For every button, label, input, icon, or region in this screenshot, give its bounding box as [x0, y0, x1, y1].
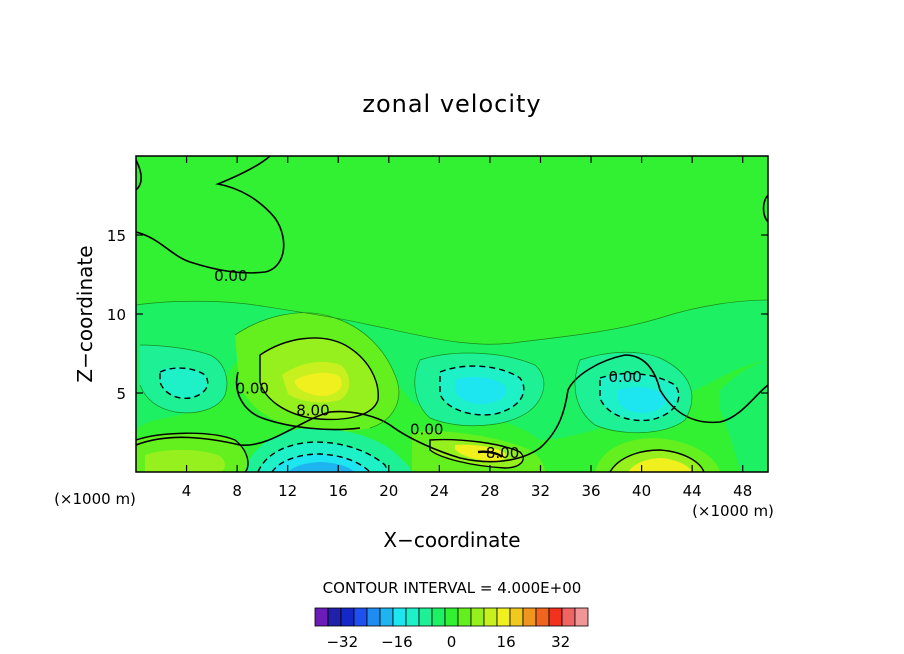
colorbar-tick-label: 32	[551, 633, 570, 651]
x-unit-left: (×1000 m)	[54, 490, 136, 508]
y-axis: 5 10 15	[107, 227, 768, 403]
right-edge-negative	[720, 360, 768, 472]
zero-contour-right	[762, 194, 768, 223]
right-negative-core	[618, 386, 666, 413]
y-tick-label: 15	[107, 227, 126, 245]
contour-label: 8.00	[296, 401, 329, 419]
colorbar-tick-labels: −32 −16 0 16 32	[326, 633, 570, 651]
contour-label: 0.00	[214, 267, 247, 285]
y-tick-label: 5	[116, 385, 126, 403]
x-tick-label: 36	[581, 482, 600, 500]
mid-negative-core	[455, 376, 507, 405]
x-axis-label: X−coordinate	[383, 528, 520, 552]
colorbar-tick-label: 0	[447, 633, 457, 651]
colorbar-swatch	[574, 607, 589, 627]
colorbar-swatch	[470, 607, 485, 627]
x-tick-label: 20	[379, 482, 398, 500]
colorbar-tick-label: −32	[326, 633, 358, 651]
x-tick-label: 16	[329, 482, 348, 500]
bottom-negative-peak	[288, 462, 354, 472]
x-tick-label: 8	[232, 482, 242, 500]
pos-contour-bottom-right	[609, 449, 705, 472]
x-tick-label: 28	[480, 482, 499, 500]
neg-contour-bottom	[257, 441, 389, 472]
contour-field	[136, 156, 768, 472]
thin-contour-right	[574, 351, 693, 433]
contour-label: 0.00	[236, 379, 269, 397]
chart-title: zonal velocity	[362, 90, 541, 118]
x-tick-label: 12	[278, 482, 297, 500]
zero-contours	[136, 156, 768, 463]
colorbar-swatch	[392, 607, 407, 627]
pos-contour-bottom-left	[136, 432, 249, 472]
colorbar-swatch	[340, 607, 355, 627]
x-tick-label: 4	[182, 482, 192, 500]
low-left-negative-core	[160, 367, 208, 399]
neg-contour-mid	[439, 365, 525, 416]
neg-contour-left	[159, 367, 209, 399]
colorbar-swatch	[496, 607, 511, 627]
contour-labels: 0.00 0.00 8.00 0.00 8.00 0.00	[214, 267, 642, 462]
colorbar-swatch	[535, 607, 550, 627]
bottom-left-positive-core	[145, 449, 225, 472]
contour-interval-label: CONTOUR INTERVAL = 4.000E+00	[323, 579, 582, 597]
colorbar-swatch	[483, 607, 498, 627]
colorbar-swatch	[444, 607, 459, 627]
colorbar-swatch	[561, 607, 576, 627]
x-tick-label: 24	[430, 482, 449, 500]
contour-label: 0.00	[410, 420, 443, 438]
x-tick-label: 48	[733, 482, 752, 500]
colorbar-swatch	[353, 607, 368, 627]
colorbar-swatch	[366, 607, 381, 627]
colorbar	[314, 607, 589, 627]
bottom-right-positive-peak	[628, 458, 692, 472]
pos-contour-bottom-mid	[429, 438, 524, 469]
colorbar-swatch	[457, 607, 472, 627]
colorbar-swatch	[548, 607, 563, 627]
zero-contour-mid	[136, 354, 768, 463]
thin-contour-mid	[414, 352, 545, 427]
neg-contour-bottom-inner	[271, 453, 371, 472]
colorbar-swatch	[522, 607, 537, 627]
zero-contour-upper	[136, 156, 285, 274]
x-tick-label: 40	[632, 482, 651, 500]
colorbar-swatch	[431, 607, 446, 627]
x-unit-right: (×1000 m)	[692, 502, 774, 520]
y-tick-label: 10	[107, 306, 126, 324]
x-axis: 4 8 12 16 20 24 28 32 36 40 44 48	[182, 156, 752, 500]
positive-contours	[136, 337, 705, 472]
colorbar-swatch	[314, 607, 329, 627]
colorbar-tick-label: −16	[381, 633, 413, 651]
thin-contour-lobe-outer	[234, 312, 400, 429]
colorbar-swatch	[379, 607, 394, 627]
colorbar-swatch	[418, 607, 433, 627]
zero-contour-lobe	[235, 371, 361, 431]
contour-label: 8.00	[486, 444, 519, 462]
pos-contour-bottom-mid-core	[477, 450, 503, 458]
thin-contours	[136, 299, 768, 433]
colorbar-swatch	[509, 607, 524, 627]
x-tick-label: 32	[531, 482, 550, 500]
thin-contour-band-top	[136, 299, 768, 345]
contour-label: 0.00	[608, 368, 641, 386]
thin-contour-band-low	[139, 344, 228, 414]
colorbar-swatch	[327, 607, 342, 627]
colorbar-tick-label: 16	[497, 633, 516, 651]
colorbar-swatch	[405, 607, 420, 627]
x-tick-label: 44	[683, 482, 702, 500]
y-axis-label: Z−coordinate	[73, 245, 97, 382]
positive-lobe-peak	[295, 372, 342, 396]
negative-contours	[159, 365, 680, 472]
zero-contour-left	[136, 159, 143, 191]
pos-contour-lobe	[259, 337, 379, 421]
